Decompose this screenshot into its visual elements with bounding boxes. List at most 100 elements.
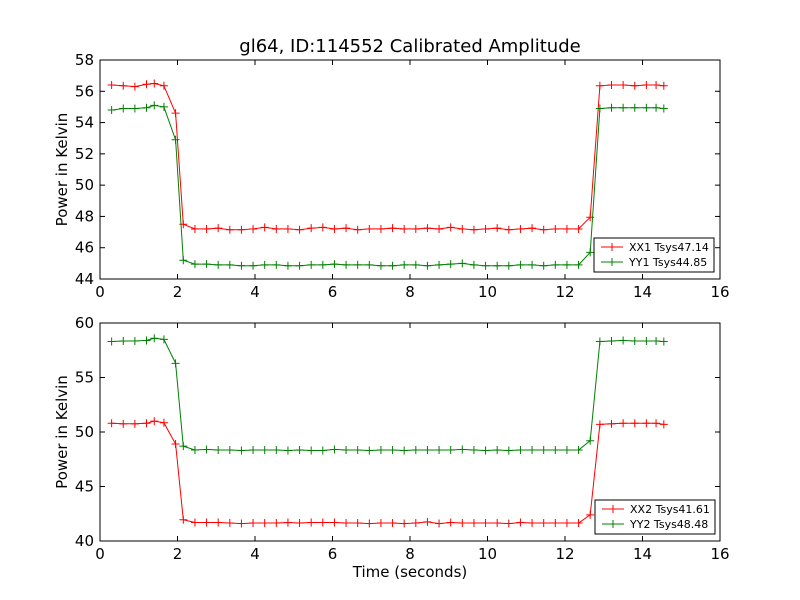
data-point	[516, 518, 525, 527]
data-point	[539, 445, 548, 454]
data-point	[119, 419, 128, 428]
data-point	[142, 103, 151, 112]
data-point	[119, 104, 128, 113]
data-point	[330, 445, 339, 454]
data-point	[574, 260, 583, 269]
data-point	[630, 81, 639, 90]
data-point	[574, 519, 583, 528]
data-point	[365, 224, 374, 233]
data-point	[630, 103, 639, 112]
data-point	[171, 359, 180, 368]
data-point	[619, 81, 628, 90]
data-point	[376, 224, 385, 233]
data-point	[159, 418, 168, 427]
data-point	[365, 446, 374, 455]
x-tick-label: 6	[328, 545, 338, 563]
x-tick-label: 0	[95, 545, 105, 563]
x-tick-label: 2	[173, 283, 183, 301]
data-point	[469, 225, 478, 234]
data-point	[659, 81, 668, 90]
data-point	[659, 420, 668, 429]
data-point	[469, 519, 478, 528]
data-point	[171, 109, 180, 118]
data-point	[214, 260, 223, 269]
data-point	[574, 224, 583, 233]
data-point	[388, 224, 397, 233]
data-point	[318, 260, 327, 269]
x-tick-label: 2	[173, 545, 183, 563]
data-point	[411, 260, 420, 269]
data-point	[562, 445, 571, 454]
data-point	[190, 260, 199, 269]
y-tick-label: 40	[75, 532, 94, 550]
data-point	[318, 223, 327, 232]
legend: XX2 Tsys41.61 YY2 Tsys48.48	[594, 499, 716, 535]
data-point	[260, 519, 269, 528]
legend: XX1 Tsys47.14 YY1 Tsys44.85	[593, 237, 715, 273]
y-tick-label: 58	[75, 51, 94, 69]
data-point	[652, 81, 661, 90]
x-tick-label: 16	[710, 545, 729, 563]
data-point	[159, 102, 168, 111]
data-point	[595, 104, 604, 113]
data-point	[642, 81, 651, 90]
data-point	[318, 518, 327, 527]
data-point	[295, 445, 304, 454]
data-point	[159, 335, 168, 344]
data-point	[225, 260, 234, 269]
x-tick-label: 4	[250, 545, 260, 563]
y-tick-label: 45	[75, 478, 94, 496]
series-2	[107, 334, 668, 455]
data-point	[307, 224, 316, 233]
data-point	[237, 261, 246, 270]
data-point	[562, 260, 571, 269]
data-point	[171, 135, 180, 144]
data-point	[446, 223, 455, 232]
data-point	[659, 104, 668, 113]
data-point	[130, 82, 139, 91]
data-point	[469, 260, 478, 269]
data-point	[214, 518, 223, 527]
data-point	[595, 81, 604, 90]
data-point	[562, 519, 571, 528]
data-point	[586, 436, 595, 445]
data-point	[446, 518, 455, 527]
data-point	[318, 446, 327, 455]
data-point	[388, 445, 397, 454]
data-point	[283, 446, 292, 455]
x-tick-label: 12	[555, 283, 574, 301]
data-point	[283, 518, 292, 527]
y-tick-label: 50	[75, 176, 94, 194]
data-point	[142, 419, 151, 428]
legend-label: YY2 Tsys48.48	[629, 518, 708, 531]
x-tick-label: 10	[478, 545, 497, 563]
data-point	[642, 103, 651, 112]
data-point	[481, 446, 490, 455]
data-point	[435, 519, 444, 528]
data-point	[202, 260, 211, 269]
chart-title: gl64, ID:114552 Calibrated Amplitude	[239, 36, 580, 57]
data-point	[586, 510, 595, 519]
data-point	[190, 445, 199, 454]
data-point	[481, 224, 490, 233]
data-point	[330, 518, 339, 527]
data-point	[539, 519, 548, 528]
data-point	[528, 224, 537, 233]
data-point	[225, 445, 234, 454]
data-point	[458, 519, 467, 528]
data-point	[272, 445, 281, 454]
data-point	[435, 260, 444, 269]
data-point	[528, 519, 537, 528]
data-point	[249, 445, 258, 454]
data-point	[469, 445, 478, 454]
data-point	[400, 224, 409, 233]
data-point	[107, 337, 116, 346]
data-point	[130, 419, 139, 428]
y-tick-label: 52	[75, 145, 94, 163]
data-point	[493, 224, 502, 233]
data-point	[190, 518, 199, 527]
data-point	[642, 336, 651, 345]
data-point	[659, 337, 668, 346]
data-point	[493, 519, 502, 528]
